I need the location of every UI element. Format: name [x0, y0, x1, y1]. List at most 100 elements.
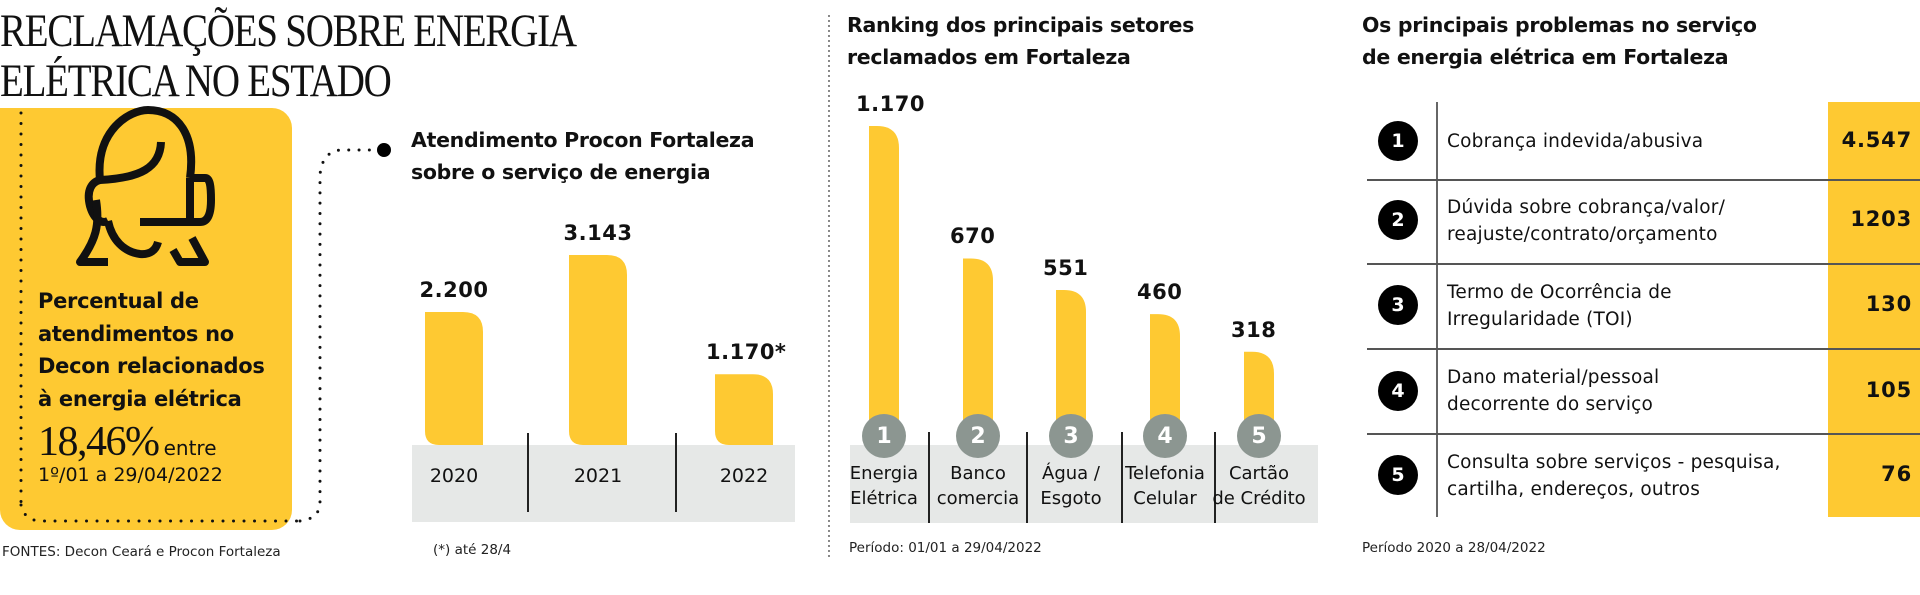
headset-person-icon: [76, 106, 215, 266]
card-dotted-border-bottom: [19, 503, 302, 523]
table-title-line: de energia elétrica em Fortaleza: [1362, 45, 1729, 69]
chart2-title-line: Ranking dos principais setores: [847, 13, 1195, 37]
chart2-category-label-line: Água /: [1042, 463, 1100, 484]
table-rank-badge: 3: [1378, 285, 1418, 325]
chart2-category-label-line: comercia: [936, 488, 1020, 509]
table-row-label: Consulta sobre serviços - pesquisa, cart…: [1447, 449, 1781, 503]
chart2-category-label: Banco comercia: [928, 461, 1028, 511]
chart2-category-label-line: Celular: [1133, 488, 1197, 509]
chart1-axis-band: [412, 445, 795, 522]
chart1-bar: [715, 374, 773, 445]
table-rank-badge: 4: [1378, 371, 1418, 411]
chart2-category-label: Água / Esgoto: [1021, 461, 1121, 511]
table-row-label: Dano material/pessoal decorrente do serv…: [1447, 364, 1659, 418]
chart2-value-label: 318: [1231, 317, 1277, 342]
card-heading-line: Percentual de: [38, 289, 199, 313]
table-row-label-line: Cobrança indevida/abusiva: [1447, 131, 1704, 152]
chart1-title: Atendimento Procon Fortaleza sobre o ser…: [411, 124, 755, 188]
table-row-value: 1203: [1850, 207, 1912, 231]
table-row-label: Cobrança indevida/abusiva: [1447, 128, 1703, 155]
table-rank-badge: 5: [1378, 455, 1418, 495]
table-row-separator: [1367, 348, 1920, 350]
table-value-column: [1828, 102, 1920, 517]
table-row-value: 4.547: [1841, 128, 1912, 152]
card-percent-suffix: entre: [163, 436, 217, 460]
table-row-label: Dúvida sobre cobrança/valor/ reajuste/co…: [1447, 194, 1725, 248]
table-row-label-line: Consulta sobre serviços - pesquisa,: [1447, 452, 1781, 473]
card-heading: Percentual de atendimentos no Decon rela…: [38, 285, 265, 415]
chart1-category-label: 2021: [573, 465, 623, 487]
table-vertical-rule: [1436, 102, 1438, 517]
table-row-separator: [1367, 263, 1920, 265]
table-row-label-line: Dano material/pessoal: [1447, 367, 1660, 388]
table-row-value: 105: [1865, 378, 1912, 402]
chart1-title-line: Atendimento Procon Fortaleza: [411, 128, 755, 152]
chart2-value-label: 460: [1137, 280, 1183, 305]
chart2-title-line: reclamados em Fortaleza: [847, 45, 1131, 69]
chart2-bar: [1150, 314, 1180, 436]
card-percent-value: 18,46%: [38, 419, 160, 465]
table-footnote: Período 2020 a 28/04/2022: [1362, 540, 1546, 556]
chart2-category-label-line: Telefonia: [1125, 463, 1205, 484]
chart1-category-divider: [675, 433, 677, 512]
sources-credit: FONTES: Decon Ceará e Procon Fortaleza: [2, 544, 281, 560]
card-heading-line: atendimentos no: [38, 321, 234, 346]
page-title: RECLAMAÇÕES SOBRE ENERGIA ELÉTRICA NO ES…: [0, 5, 577, 107]
chart2-category-divider: [1214, 432, 1216, 523]
chart2-rank-badge: 5: [1237, 414, 1281, 458]
chart2-category-label-line: Esgoto: [1040, 488, 1102, 509]
chart2-value-label: 670: [950, 224, 996, 249]
chart2-category-label-line: Cartão: [1228, 463, 1290, 484]
table-row-value: 130: [1865, 292, 1912, 316]
table-row-label-line: cartilha, endereços, outros: [1447, 479, 1701, 500]
chart2-value-label: 551: [1043, 256, 1089, 280]
table-row-label: Termo de Ocorrência de Irregularidade (T…: [1447, 279, 1672, 333]
table-rank-badge: 1: [1378, 121, 1418, 161]
table-title-line: Os principais problemas no serviço: [1362, 13, 1757, 37]
chart2-category-divider: [928, 432, 930, 523]
table-row-separator: [1367, 433, 1920, 435]
chart2-rank-badge: 4: [1143, 414, 1187, 458]
chart2-category-divider: [1121, 432, 1123, 523]
chart2-category-label-line: de Crédito: [1212, 488, 1306, 509]
chart1-value-label: 1.170*: [706, 340, 787, 365]
table-row-label-line: decorrente do serviço: [1447, 394, 1654, 415]
card-heading-line: à energia elétrica: [38, 386, 242, 411]
chart2-category-label: Cartão de Crédito: [1209, 461, 1309, 511]
chart2-category-label: Telefonia Celular: [1115, 461, 1215, 511]
chart1-bar: [425, 312, 483, 445]
chart2-category-label-line: Elétrica: [850, 488, 918, 509]
page-title-line-1: RECLAMAÇÕES SOBRE ENERGIA: [0, 5, 577, 57]
card-heading-line: Decon relacionados: [38, 354, 265, 378]
chart2-category-label-line: Energia: [849, 463, 919, 484]
chart2-rank-badge: 3: [1049, 414, 1093, 458]
table-title: Os principais problemas no serviço de en…: [1362, 9, 1757, 73]
chart2-rank-badge: 2: [956, 414, 1000, 458]
dotted-connector-line: [298, 148, 380, 523]
chart2-rank-badge: 1: [862, 414, 906, 458]
chart1-value-label: 2.200: [419, 278, 489, 302]
chart2-category-label: Energia Elétrica: [834, 461, 934, 511]
table-row-label-line: Dúvida sobre cobrança/valor/: [1447, 197, 1726, 218]
decon-percent-card: [0, 108, 292, 530]
chart1-category-label: 2020: [429, 465, 479, 487]
chart1-category-divider: [527, 433, 529, 512]
chart2-bar: [1056, 290, 1086, 436]
connector-end-dot: [377, 143, 391, 157]
chart1-title-line: sobre o serviço de energia: [411, 160, 711, 184]
page-title-line-2: ELÉTRICA NO ESTADO: [0, 55, 392, 107]
chart2-bar: [963, 258, 993, 436]
chart2-category-divider: [1026, 432, 1028, 523]
card-percent-row: 18,46% entre: [38, 418, 217, 466]
table-row-separator: [1367, 179, 1920, 181]
chart1-footnote: (*) até 28/4: [433, 542, 512, 558]
chart1-category-label: 2022: [719, 465, 769, 487]
table-row-value: 76: [1881, 462, 1912, 486]
table-rank-badge: 2: [1378, 200, 1418, 240]
table-row-label-line: Termo de Ocorrência de: [1447, 282, 1672, 303]
card-date-range: 1º/01 a 29/04/2022: [38, 464, 223, 486]
table-row-label-line: Irregularidade (TOI): [1447, 309, 1633, 330]
table-row-label-line: reajuste/contrato/orçamento: [1447, 224, 1718, 245]
chart2-bar: [869, 126, 899, 436]
